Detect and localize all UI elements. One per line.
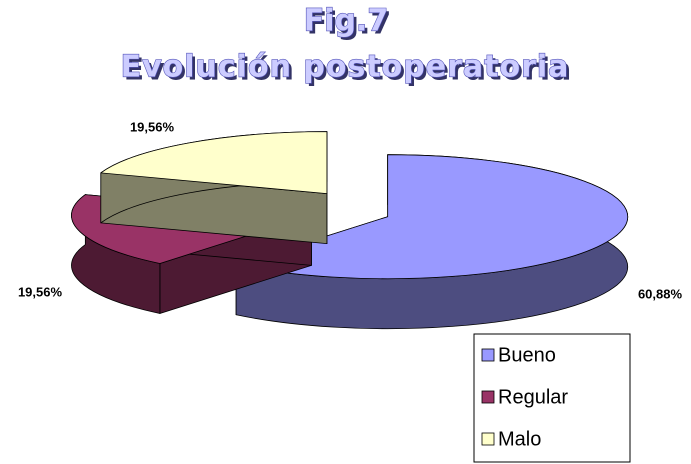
chart-subtitle: Evolución postoperatoria [121,50,570,85]
legend-label: Bueno [498,344,556,366]
legend-label: Malo [498,428,541,450]
legend-label: Regular [498,386,568,408]
data-label: 19,56% [130,119,175,134]
data-label: 60,88% [638,286,683,301]
legend-swatch [481,390,495,404]
chart-title-shadow: Fig.7 [307,7,392,42]
slice [100,131,328,195]
data-label: 19,56% [18,284,63,299]
chart-title: Fig.7 [304,4,389,39]
pie [71,131,629,330]
chart-subtitle-shadow: Evolución postoperatoria [124,53,573,88]
slice [235,154,629,280]
legend-box [473,333,631,463]
legend-swatch [481,348,495,362]
legend-swatch [481,432,495,446]
